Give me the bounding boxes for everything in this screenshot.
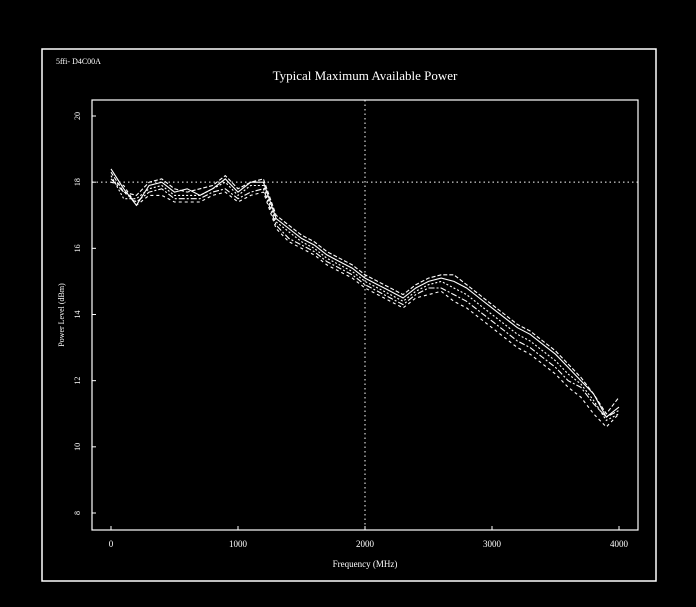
x-tick-label: 3000 [483, 539, 502, 549]
x-tick-label: 1000 [229, 539, 248, 549]
y-tick-label: 10 [73, 443, 82, 451]
series-line-1 [110, 168, 620, 418]
series-line-2 [110, 171, 620, 415]
y-tick-label: 20 [73, 112, 82, 120]
x-tick-label: 4000 [610, 539, 629, 549]
y-tick-label: 12 [73, 377, 82, 385]
x-tick-label: 2000 [356, 539, 375, 549]
series-line-5 [110, 181, 620, 428]
y-tick-label: 8 [73, 511, 82, 515]
figure-code-label: 5ffi- D4C00A [56, 57, 101, 66]
y-tick-label: 14 [73, 311, 82, 319]
y-tick-label: 16 [73, 244, 82, 252]
plot-area: 0 1000 2000 3000 4000 20 18 16 14 12 10 8 [73, 99, 639, 549]
x-axis-label: Frequency (MHz) [333, 559, 398, 569]
y-tick-label: 18 [73, 178, 82, 186]
series-line-4 [110, 178, 620, 418]
x-tick-label: 0 [109, 539, 114, 549]
figure-frame [41, 48, 657, 582]
chart-title: Typical Maximum Available Power [273, 68, 458, 83]
series-line-3 [110, 175, 620, 422]
y-axis-label: Power Level (dBm) [57, 283, 66, 347]
